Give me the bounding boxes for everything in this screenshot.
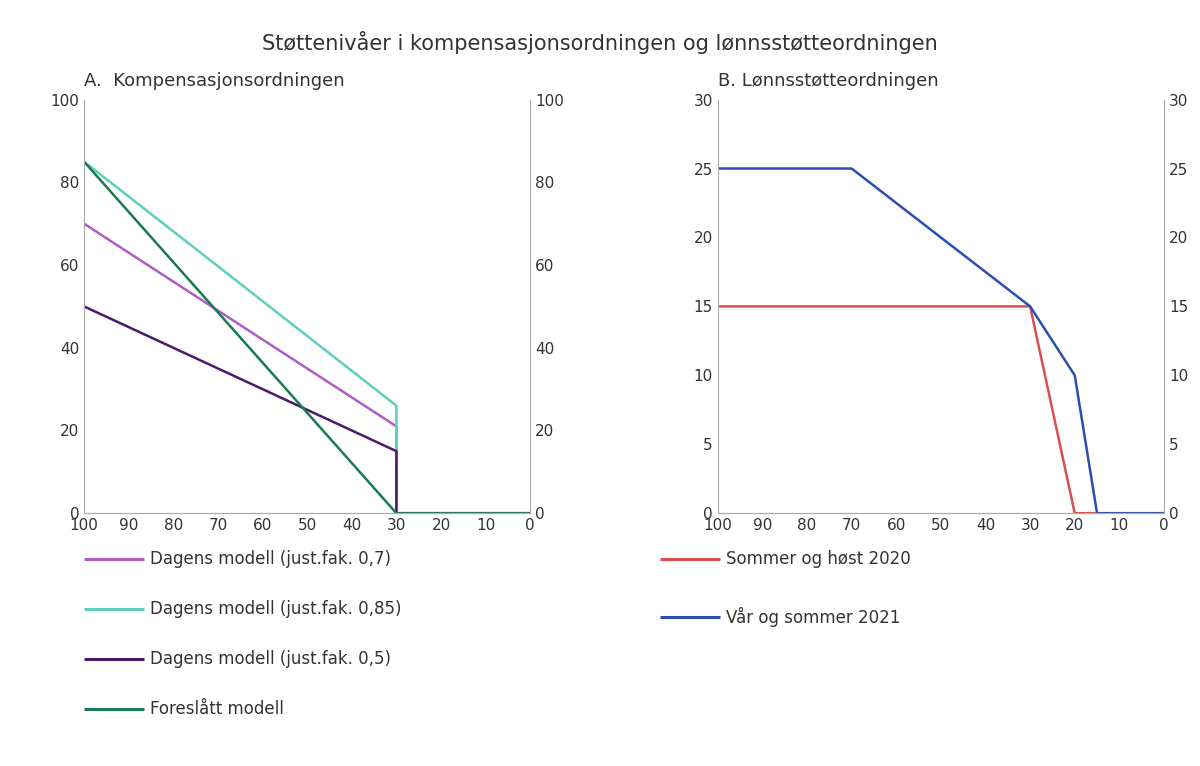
Text: Dagens modell (just.fak. 0,7): Dagens modell (just.fak. 0,7) [150,550,391,568]
Text: Dagens modell (just.fak. 0,85): Dagens modell (just.fak. 0,85) [150,600,402,618]
Text: A.  Kompensasjonsordningen: A. Kompensasjonsordningen [84,72,344,90]
Text: Vår og sommer 2021: Vår og sommer 2021 [726,607,900,627]
Text: Sommer og høst 2020: Sommer og høst 2020 [726,550,911,568]
Text: Dagens modell (just.fak. 0,5): Dagens modell (just.fak. 0,5) [150,650,391,668]
Text: B. Lønnsstøtteordningen: B. Lønnsstøtteordningen [718,72,938,90]
Text: Foreslått modell: Foreslått modell [150,699,284,718]
Text: Støttenivåer i kompensasjonsordningen og lønnsstøtteordningen: Støttenivåer i kompensasjonsordningen og… [262,31,938,54]
